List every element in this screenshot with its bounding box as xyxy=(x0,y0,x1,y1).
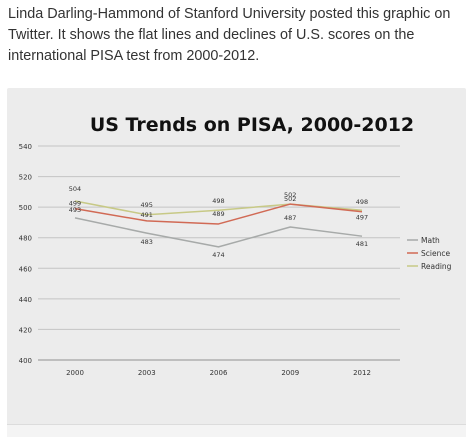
grid-lines xyxy=(38,145,400,361)
x-tick-label: 2006 xyxy=(210,369,228,377)
x-tick-label: 2003 xyxy=(138,369,156,377)
data-label-math: 493 xyxy=(69,206,81,214)
y-tick-label: 420 xyxy=(19,326,32,334)
y-tick-label: 500 xyxy=(19,204,32,212)
data-label-science: 497 xyxy=(356,214,368,222)
y-tick-label: 460 xyxy=(19,265,32,273)
data-label-math: 474 xyxy=(212,251,224,259)
x-tick-label: 2000 xyxy=(66,369,84,377)
panel-footer xyxy=(7,424,466,437)
data-label-reading: 504 xyxy=(69,185,81,193)
legend-label-reading: Reading xyxy=(421,262,452,271)
data-label-science: 491 xyxy=(141,211,153,219)
x-tick-label: 2009 xyxy=(281,369,299,377)
y-tick-label: 480 xyxy=(19,235,32,243)
series-line-math xyxy=(74,217,363,248)
intro-paragraph: Linda Darling-Hammond of Stanford Univer… xyxy=(8,6,451,64)
x-axis-ticks: 2000 2003 2006 2009 2012 xyxy=(66,369,371,377)
data-labels: 493 483 474 487 481 499 491 489 502 497 504 495 498 5… xyxy=(69,185,368,259)
data-label-math: 483 xyxy=(141,238,153,246)
data-label-science: 499 xyxy=(69,200,81,208)
data-label-reading: 495 xyxy=(141,201,153,209)
x-tick-label: 2012 xyxy=(353,369,371,377)
y-tick-label: 440 xyxy=(19,296,32,304)
data-label-math: 487 xyxy=(284,214,296,222)
chart-title: US Trends on PISA, 2000-2012 xyxy=(90,114,414,136)
data-label-reading: 502 xyxy=(284,191,296,199)
y-axis-ticks: 400 420 440 460 480 500 520 540 xyxy=(19,143,32,365)
series-line-science xyxy=(74,203,363,225)
legend-label-science: Science xyxy=(421,249,450,258)
y-tick-label: 400 xyxy=(19,357,32,365)
y-tick-label: 520 xyxy=(19,174,32,182)
series-lines xyxy=(74,200,363,248)
data-label-math: 481 xyxy=(356,240,368,248)
data-label-reading: 498 xyxy=(212,197,224,205)
data-label-science: 502 xyxy=(284,195,296,203)
legend-label-math: Math xyxy=(421,236,440,245)
y-tick-label: 540 xyxy=(19,143,32,151)
data-label-science: 489 xyxy=(212,210,224,218)
legend: Math Science Reading xyxy=(407,236,452,271)
data-label-reading: 498 xyxy=(356,198,368,206)
